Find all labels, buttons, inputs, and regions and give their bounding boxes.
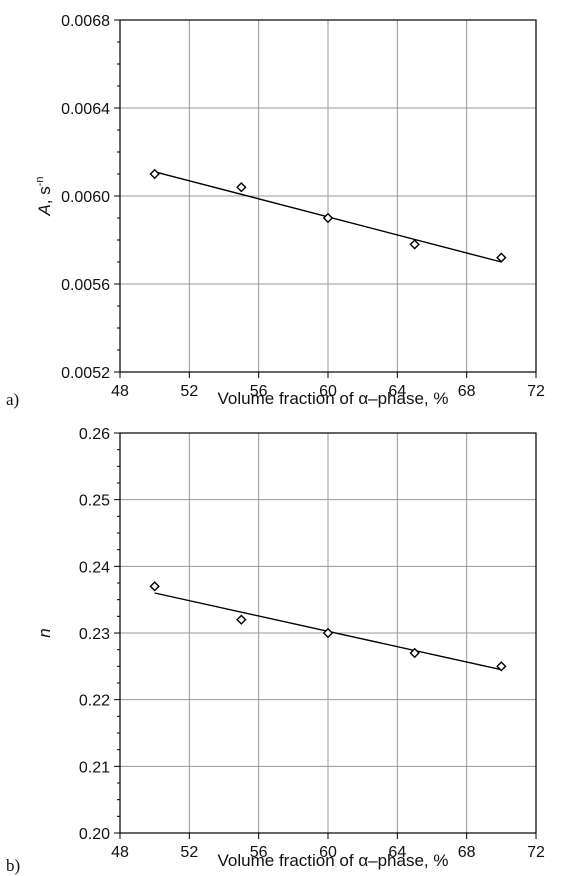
y-tick-label: 0.22	[79, 693, 110, 710]
x-axis-title: Volume fraction of α–phase, %	[218, 851, 449, 870]
y-axis-title-unit: , s	[35, 186, 54, 204]
data-point	[236, 182, 247, 193]
y-axis-title-symbol: A	[35, 204, 54, 216]
y-tick-label: 0.0064	[61, 101, 110, 118]
y-tick-label: 0.25	[79, 493, 110, 510]
y-tick-label: 0.24	[79, 559, 110, 576]
y-axis-title-exponent: -n	[34, 176, 46, 186]
data-point	[149, 581, 160, 592]
x-tick-label: 60	[319, 383, 337, 400]
data-point	[322, 627, 334, 639]
data-point	[409, 239, 420, 250]
data-point	[409, 647, 420, 659]
y-tick-label: 0.26	[79, 426, 110, 443]
x-tick-label: 52	[180, 844, 198, 861]
x-tick-label: 60	[319, 844, 337, 861]
data-point	[236, 614, 247, 625]
chart-panel-a: 0.0052 0.0056 0.0060 0.0064 0.0068 48 52 56 60 64…	[6, 13, 545, 409]
y-tick-label: 0.23	[79, 626, 110, 643]
panel-label: b)	[6, 856, 20, 875]
x-tick-label: 68	[458, 383, 476, 400]
panel-label: a)	[6, 390, 19, 409]
chart-panel-b: 0.20 0.21 0.22 0.23 0.24 0.25 0.26 48 52 56 60 64 68…	[6, 426, 545, 875]
y-tick-label: 0.0052	[61, 365, 110, 382]
x-tick-label: 64	[388, 844, 406, 861]
data-point	[496, 661, 507, 672]
x-tick-label: 48	[111, 844, 129, 861]
x-tick-label: 48	[111, 383, 129, 400]
y-axis-title: A, s-n	[34, 176, 54, 216]
y-tick-label: 0.0056	[61, 277, 110, 294]
data-point	[496, 252, 507, 263]
y-tick-label: 0.20	[79, 826, 110, 843]
y-axis-title-symbol: n	[35, 628, 54, 637]
x-tick-label: 64	[388, 383, 406, 400]
data-point	[149, 168, 160, 180]
y-tick-label: 0.0060	[61, 189, 110, 206]
y-axis-title: n	[35, 628, 54, 637]
y-tick-label: 0.21	[79, 759, 110, 776]
x-tick-label: 72	[527, 383, 545, 400]
y-tick-label: 0.0068	[61, 13, 110, 30]
x-axis-title: Volume fraction of α–phase, %	[218, 389, 449, 408]
data-point	[322, 212, 334, 224]
x-tick-label: 52	[180, 383, 198, 400]
x-tick-label: 56	[250, 844, 268, 861]
x-tick-label: 56	[250, 383, 268, 400]
x-tick-label: 72	[527, 844, 545, 861]
x-tick-label: 68	[458, 844, 476, 861]
